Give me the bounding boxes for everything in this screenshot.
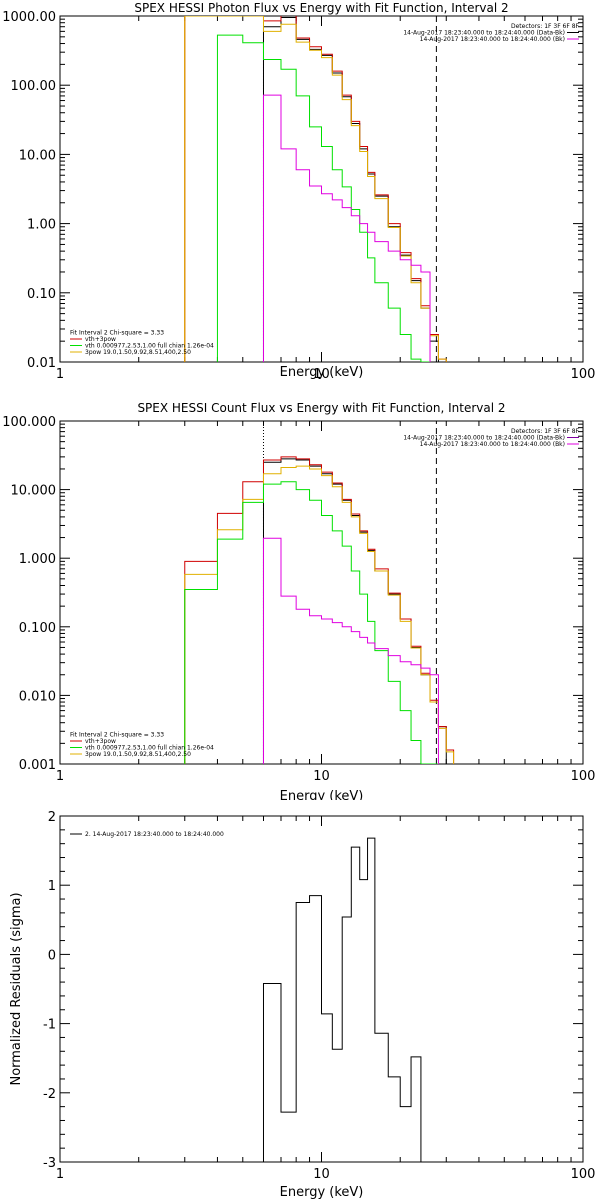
legend-label: 14-Aug-2017 18:23:40.000 to 18:24:40.000… [420, 441, 565, 448]
legend-label: 14-Aug-2017 18:23:40.000 to 18:24:40.000… [420, 36, 565, 43]
y-tick-label: 0.100 [19, 621, 56, 636]
legend-label: Detectors: 1F 3F 6F 8F [511, 23, 580, 30]
y-tick-label: 0.01 [27, 356, 56, 371]
series-red-step [184, 456, 455, 764]
y-tick-label: 1 [48, 879, 56, 894]
x-axis-label: Energy (keV) [280, 365, 364, 380]
series-yellow-step [184, 16, 447, 362]
legend-label: Fit Interval 2 Chi-square = 3.33 [70, 732, 164, 739]
series-yellow-step [184, 465, 455, 764]
x-tick-label: 10 [313, 769, 330, 784]
series-black-step [262, 837, 422, 1162]
legend-label: 3pow 19.0,1.50,9.92,8.51,400,2.50 [85, 751, 191, 758]
chart-1-group: SPEX HESSI Count Flux vs Energy with Fit… [2, 401, 595, 800]
y-axis-label: Normalized Residuals (sigma) [9, 892, 24, 1085]
y-tick-label: 0.010 [19, 689, 56, 704]
y-tick-label: 0.10 [27, 287, 56, 302]
legend-label: vth 0.000977,2.53,1.00 full chian 1.26e-… [85, 745, 214, 752]
chart-title: SPEX HESSI Photon Flux vs Energy with Fi… [134, 1, 508, 15]
x-tick-label: 100 [571, 1167, 596, 1182]
series-black-step [262, 458, 447, 764]
y-tick-label: 10.000 [11, 484, 57, 499]
series-green-step [216, 34, 431, 362]
y-tick-label: 0.001 [19, 758, 56, 773]
series-red-step [184, 16, 447, 362]
x-axis-label: Energy (keV) [280, 1185, 364, 1200]
legend-label: vth+3pow [85, 336, 116, 343]
plot-area [184, 421, 455, 764]
y-tick-label: 2 [48, 810, 56, 825]
x-tick-label: 10 [313, 367, 330, 382]
x-tick-label: 1 [56, 769, 64, 784]
y-tick-label: -1 [43, 1018, 56, 1033]
x-tick-label: 1 [56, 367, 64, 382]
legend-label: vth+3pow [85, 738, 116, 745]
y-tick-label: 1.000 [19, 552, 56, 567]
count-flux-chart: SPEX HESSI Count Flux vs Energy with Fit… [2, 401, 595, 800]
legend-label: 14-Aug-2017 18:23:40.000 to 18:24:40.000… [403, 435, 565, 442]
series-green-step [184, 481, 439, 764]
legend-label: vth 0.000977,2.53,1.00 full chian 1.26e-… [85, 343, 214, 350]
y-tick-label: 100.000 [2, 415, 56, 430]
plot-area [184, 16, 447, 362]
chart-0-group: SPEX HESSI Photon Flux vs Energy with Fi… [2, 1, 595, 382]
x-tick-label: 1 [56, 1167, 64, 1182]
x-tick-label: 10 [313, 1167, 330, 1182]
series-magenta-step [262, 94, 431, 362]
y-tick-label: 10.00 [19, 148, 56, 163]
residuals-chart: 1 10 100 -3 -2 -1 0 1 2 Energy (keV) Normalized Re… [9, 810, 595, 1200]
x-tick-label: 100 [571, 769, 596, 784]
y-tick-label: -3 [43, 1156, 56, 1171]
photon-flux-chart: SPEX HESSI Photon Flux vs Energy with Fi… [2, 1, 595, 382]
legend-label: Fit Interval 2 Chi-square = 3.33 [70, 330, 164, 337]
y-tick-label: 1000.00 [2, 10, 56, 25]
legend-label: 2. 14-Aug-2017 18:23:40.000 to 18:24:40.… [85, 831, 224, 838]
legend-label: 14-Aug-2017 18:23:40.000 to 18:24:40.000… [403, 30, 565, 37]
series-magenta-step [262, 537, 439, 764]
chart-2-group: 1 10 100 -3 -2 -1 0 1 2 Energy (keV) Normalized Re… [9, 810, 595, 1200]
y-tick-label: 100.00 [11, 79, 57, 94]
y-tick-label: 0 [48, 948, 56, 963]
y-tick-label: 1.00 [27, 218, 56, 233]
plot-area [262, 837, 422, 1162]
x-tick-label: 100 [571, 367, 596, 382]
chart-title: SPEX HESSI Count Flux vs Energy with Fit… [137, 401, 505, 415]
legend-label: 3pow 19.0,1.50,9.92,8.51,400,2.50 [85, 349, 191, 356]
x-axis-label: Energy (keV) [280, 789, 364, 800]
y-tick-label: -2 [43, 1087, 56, 1102]
legend-label: Detectors: 1F 3F 6F 8F [511, 428, 580, 435]
